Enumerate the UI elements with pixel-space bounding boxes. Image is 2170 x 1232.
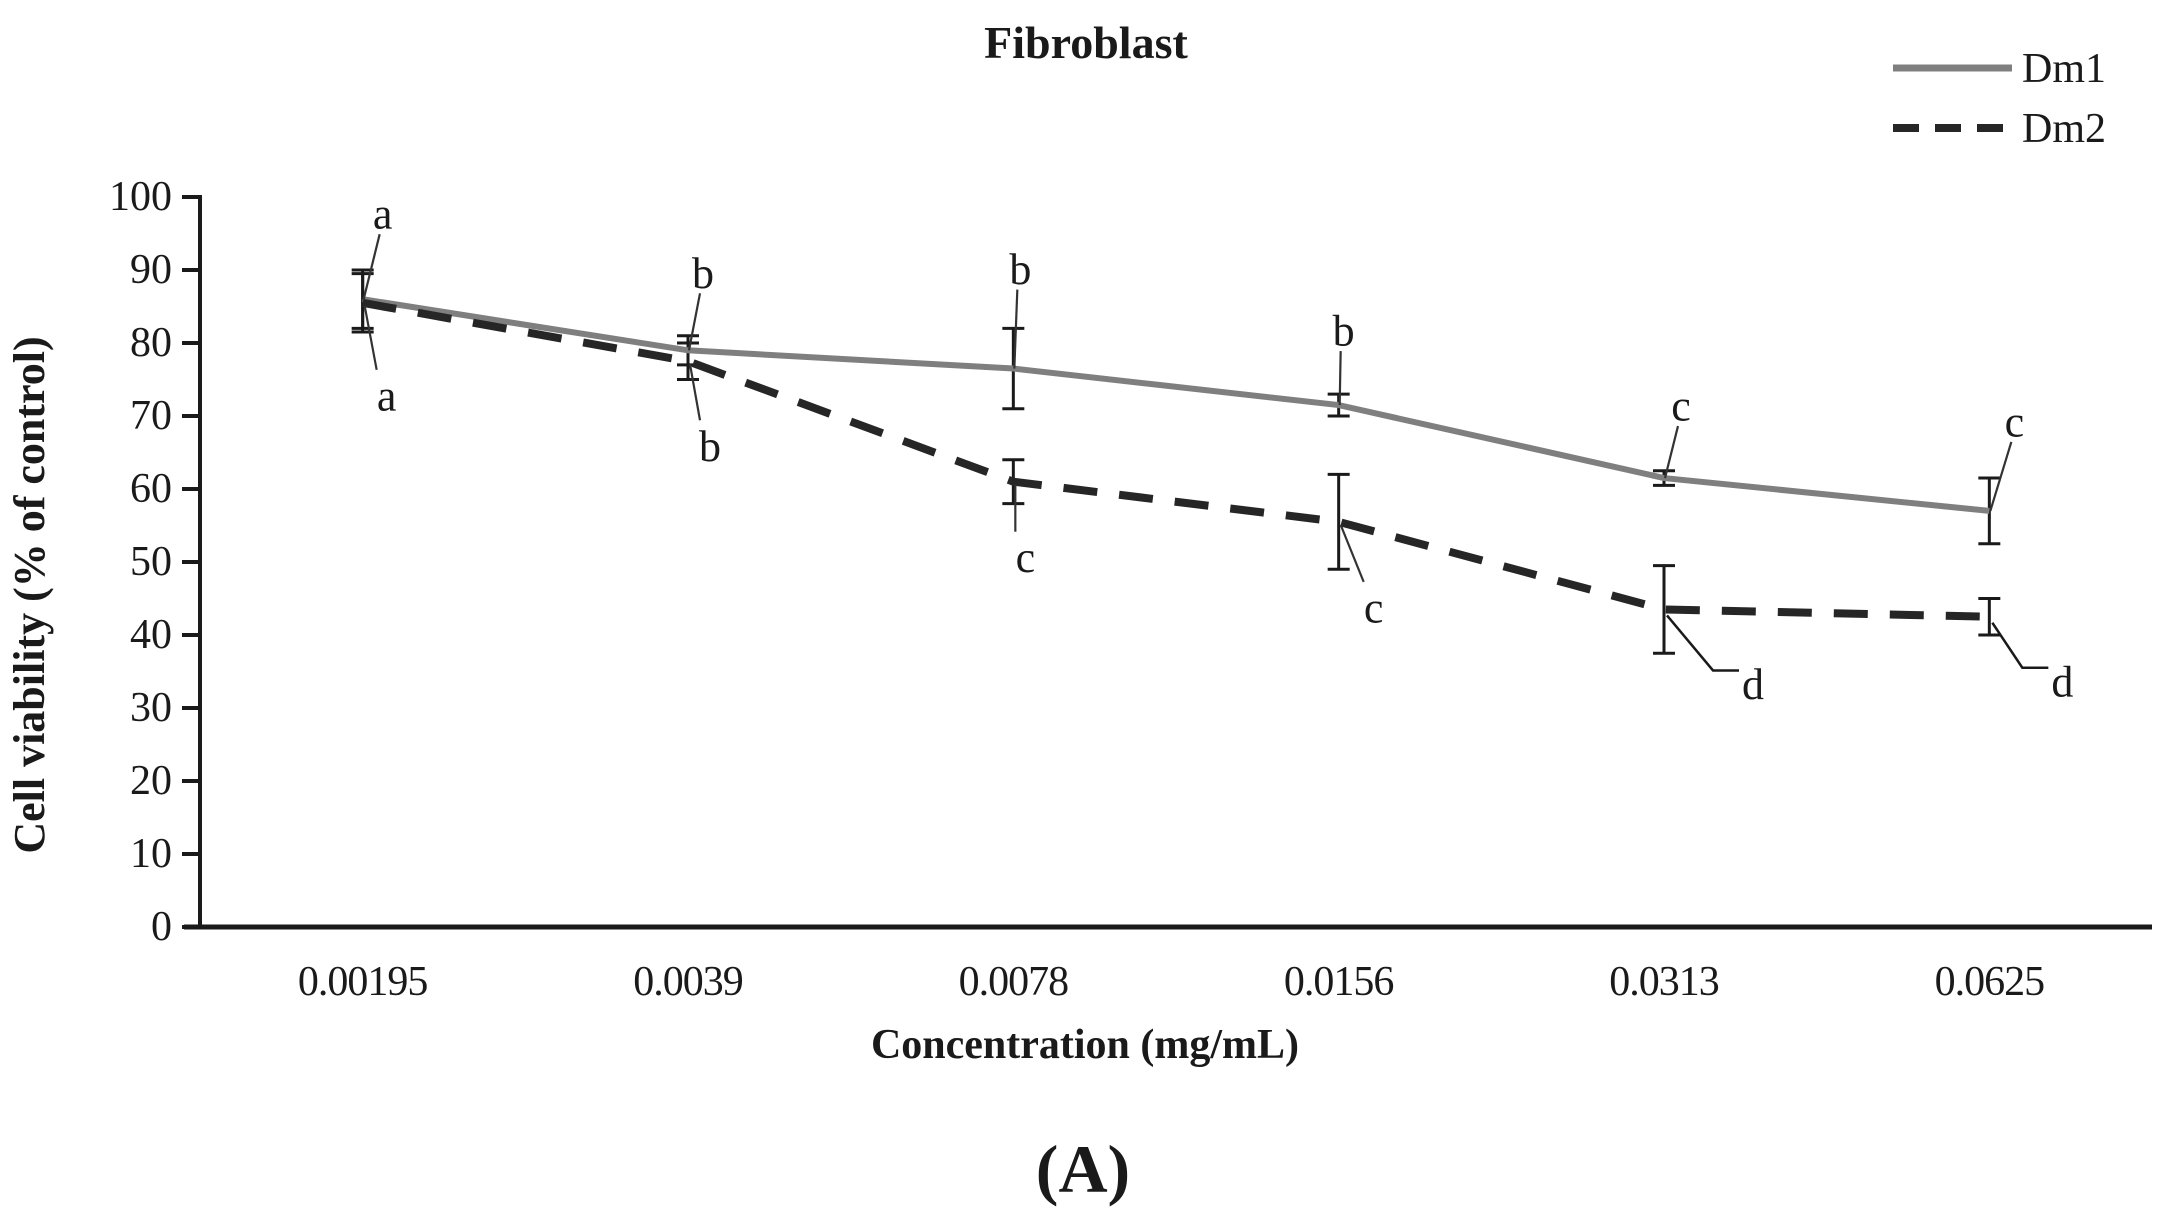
legend-swatch-layer: [1893, 64, 2012, 132]
y-tick-label: 60: [130, 466, 172, 512]
annotation-leader: [362, 233, 381, 300]
annotation-letter: b: [699, 422, 721, 471]
annotation-letter: b: [692, 249, 714, 298]
annotation-leader: [1989, 441, 2013, 512]
y-axis-title: Cell viability (% of control): [5, 336, 54, 853]
x-tick-label: 0.0313: [1609, 959, 1719, 1005]
annotation-leader: [363, 305, 378, 371]
annotation-leader: [688, 364, 702, 421]
annotation-letter: b: [1009, 245, 1031, 294]
legend: Dm1 Dm2: [2022, 46, 2106, 152]
annotation-letter: d: [1742, 660, 1764, 709]
series-layer: [361, 296, 1990, 621]
x-tick-label: 0.00195: [298, 959, 428, 1005]
annotation-leader: [1991, 622, 2049, 669]
annotation-letter: b: [1333, 307, 1355, 356]
x-tick-label: 0.0625: [1935, 959, 2045, 1005]
chart-title: Fibroblast: [984, 17, 1188, 68]
legend-label-dm1: Dm1: [2022, 46, 2106, 92]
annotation-letter: c: [1671, 382, 1691, 431]
annotation-letter: c: [2005, 397, 2025, 446]
annotations-layer: a a b b b c b c c d c d: [362, 190, 2073, 709]
x-tick-label: 0.0156: [1284, 959, 1394, 1005]
legend-label-dm2: Dm2: [2022, 106, 2106, 152]
series-line-dm2: [361, 298, 1990, 621]
annotation-letter: a: [373, 190, 393, 239]
annotation-leader: [1666, 614, 1739, 672]
annotation-leader: [687, 293, 702, 351]
annotation-letter: d: [2051, 657, 2073, 706]
annotation-leader: [1013, 289, 1019, 369]
x-tick-label: 0.0039: [633, 959, 743, 1005]
y-tick-label: 0: [151, 904, 172, 950]
annotation-leader: [1663, 425, 1680, 479]
y-tick-label: 40: [130, 612, 172, 658]
figure-caption: (A): [1036, 1131, 1130, 1207]
annotation-letter: c: [1364, 583, 1384, 632]
series-line-dm1: [362, 296, 1990, 514]
x-tick-label: 0.0078: [959, 959, 1069, 1005]
y-tick-label: 50: [130, 539, 172, 585]
error-bars-layer: [351, 268, 2001, 655]
y-tick-label: 10: [130, 831, 172, 877]
annotation-letter: a: [377, 371, 397, 420]
y-tick-label: 80: [130, 320, 172, 366]
annotation-leader: [1339, 524, 1365, 583]
axes-layer: 0 10 20 30 40 50 60 70 80 90 100 0.00195 0.0039 0.007…: [109, 174, 2152, 1005]
y-tick-label: 100: [109, 174, 172, 220]
annotation-leader: [1338, 351, 1342, 406]
y-tick-label: 70: [130, 393, 172, 439]
y-tick-label: 20: [130, 758, 172, 804]
annotation-letter: c: [1016, 533, 1036, 582]
y-tick-label: 30: [130, 685, 172, 731]
x-axis-title: Concentration (mg/mL): [871, 1022, 1299, 1068]
y-tick-label: 90: [130, 247, 172, 293]
